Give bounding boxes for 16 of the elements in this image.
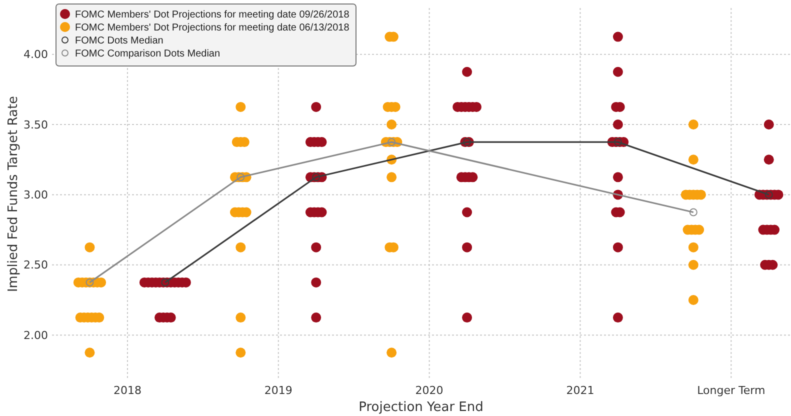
- legend-label: FOMC Members' Dot Projections for meeting date 06/13/2018: [75, 22, 350, 34]
- y-tick-label: 2.50: [24, 258, 48, 272]
- y-tick-label: 3.00: [24, 188, 48, 202]
- legend-label: FOMC Comparison Dots Median: [75, 48, 220, 60]
- y-axis-title: Implied Fed Funds Target Rate: [6, 96, 21, 292]
- legend-label: FOMC Members' Dot Projections for meeting date 09/26/2018: [75, 10, 350, 20]
- y-tick-label: 2.00: [24, 328, 48, 342]
- legend-label: FOMC Dots Median: [75, 36, 164, 46]
- x-tick-label: 2021: [566, 384, 594, 397]
- x-tick-label: 2018: [113, 384, 142, 397]
- y-tick-label: 3.50: [24, 118, 48, 132]
- x-axis-title: Projection Year End: [358, 400, 484, 415]
- y-tick-label: 4.00: [24, 48, 48, 62]
- x-tick-label: 2020: [415, 384, 444, 397]
- x-tick-label: 2019: [264, 384, 292, 397]
- x-tick-label: Longer Term: [697, 384, 766, 397]
